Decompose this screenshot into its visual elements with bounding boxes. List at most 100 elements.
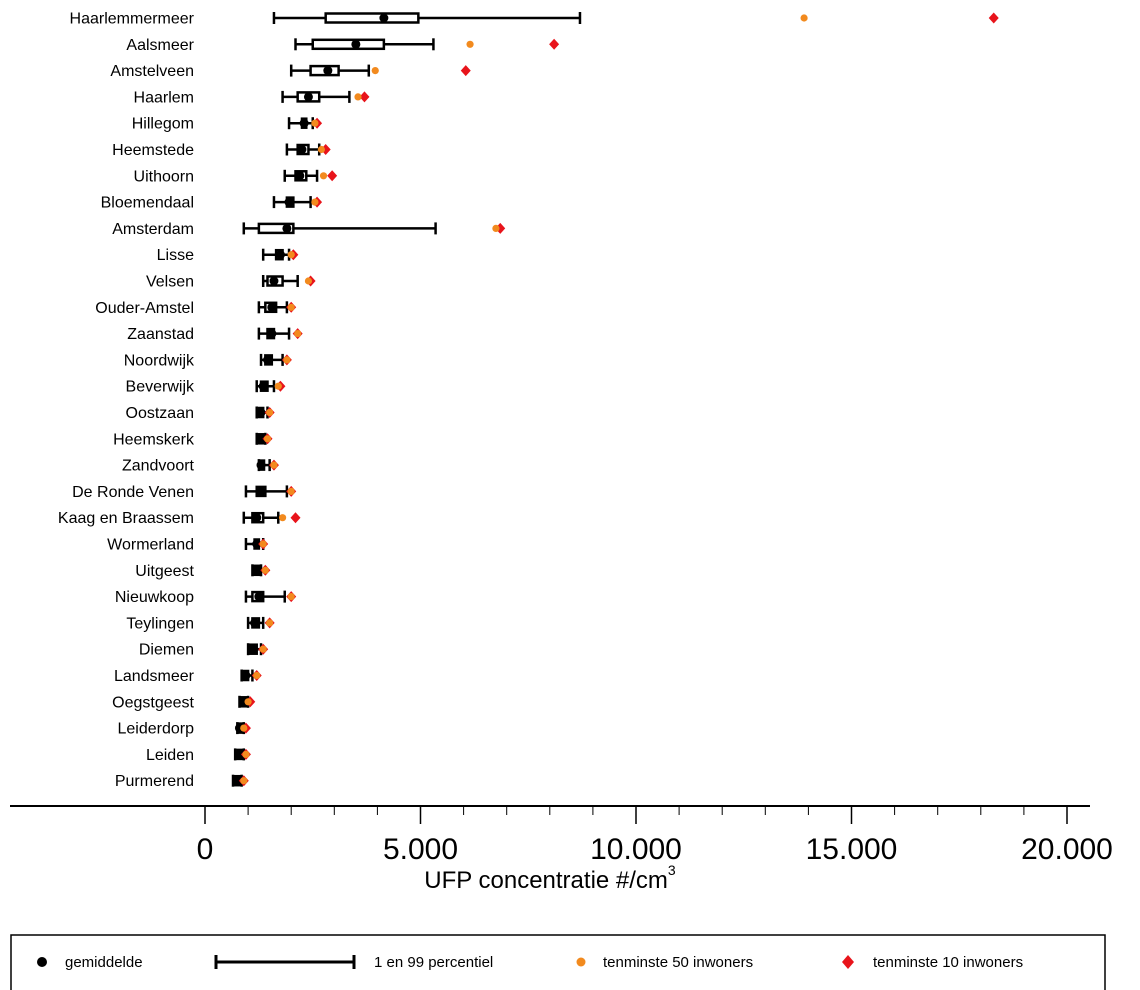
iqr-box <box>311 38 386 51</box>
legend: gemiddelde 1 en 99 percentiel tenminste … <box>10 934 1106 990</box>
min50-point <box>242 750 250 759</box>
category-label: Amstelveen <box>110 63 194 80</box>
mean-point <box>303 92 313 102</box>
category-row <box>242 222 506 235</box>
min50-point <box>259 540 267 548</box>
legend-box <box>10 934 1106 990</box>
chart-marks <box>231 12 999 787</box>
category-label: Lisse <box>157 247 194 264</box>
category-label: Velsen <box>146 274 194 291</box>
category-row <box>240 669 262 682</box>
category-row <box>246 616 275 629</box>
mean-point <box>232 776 242 786</box>
x-axis: 0 5.000 10.000 15.000 20.000 UFP concentrati… <box>10 805 1113 894</box>
category-label: Uithoorn <box>134 168 194 185</box>
category-row <box>231 774 249 787</box>
category-label: Zandvoort <box>122 458 195 475</box>
min50-point <box>270 461 278 469</box>
category-label: Ouder-Amstel <box>95 300 194 317</box>
mean-point <box>256 434 266 444</box>
mean-point <box>267 329 277 339</box>
mean-point <box>323 66 333 76</box>
category-label: Bloemendaal <box>101 195 194 212</box>
category-label: Oegstgeest <box>112 694 194 711</box>
category-label: Haarlem <box>134 89 194 106</box>
min50-point <box>311 198 319 206</box>
min50-point <box>800 14 808 22</box>
min10-point <box>988 12 999 24</box>
category-row <box>281 90 370 103</box>
min50-point <box>287 487 295 495</box>
min50-point <box>253 671 261 680</box>
min50-point <box>266 408 274 417</box>
min50-point <box>354 93 362 101</box>
mean-point <box>297 145 307 154</box>
mean-point <box>256 486 266 496</box>
category-row <box>255 380 286 393</box>
category-label: Kaag en Braassem <box>58 510 194 527</box>
min50-point <box>278 514 287 522</box>
category-label: Leiden <box>146 747 194 764</box>
min50-point <box>274 382 282 390</box>
mean-point <box>256 408 266 417</box>
min50-point <box>283 356 291 364</box>
legend-range-label: 1 en 99 percentiel <box>374 954 493 971</box>
category-row <box>294 38 560 51</box>
category-row <box>244 485 297 498</box>
legend-mean-label: gemiddelde <box>65 954 143 971</box>
category-label: Purmerend <box>115 773 194 790</box>
category-row <box>238 695 256 708</box>
mean-point <box>254 592 264 602</box>
category-label: Amsterdam <box>112 221 194 238</box>
min50-point <box>240 724 248 732</box>
min10-point <box>460 65 471 77</box>
mean-point <box>258 381 268 391</box>
category-row <box>244 538 269 550</box>
category-row <box>259 353 292 366</box>
category-row <box>251 564 271 577</box>
category-row <box>256 459 279 472</box>
category-label: Oostzaan <box>126 405 194 422</box>
category-row <box>257 327 303 340</box>
min50-point <box>287 303 295 311</box>
category-row <box>255 406 275 419</box>
category-labels: Haarlemmermeer Aalsmeer Amstelveen Haarlem H… <box>58 11 195 791</box>
mean-point <box>262 355 272 365</box>
category-row <box>257 301 297 314</box>
mean-point <box>267 302 277 312</box>
category-row <box>246 643 269 656</box>
mean-point <box>295 171 305 181</box>
mean-point <box>299 118 309 128</box>
min50-point <box>317 145 325 154</box>
legend-p10-marker <box>842 955 854 969</box>
category-label: Heemskerk <box>113 431 195 448</box>
category-label: Nieuwkoop <box>115 589 194 606</box>
mean-point <box>275 250 285 260</box>
mean-point <box>269 276 279 286</box>
category-row <box>261 275 316 287</box>
min50-point <box>261 566 269 574</box>
mean-point <box>234 749 244 759</box>
category-row <box>244 590 297 603</box>
category-row <box>261 248 299 261</box>
min50-point <box>371 67 379 75</box>
legend-p10-label: tenminste 10 inwoners <box>873 954 1023 971</box>
category-row <box>255 432 273 445</box>
mean-point <box>241 671 251 680</box>
category-label: Landsmeer <box>114 668 195 685</box>
mean-point <box>247 644 257 654</box>
x-axis-title: UFP concentratie #/cm3 <box>424 862 676 894</box>
mean-point <box>379 13 389 23</box>
x-tick-label: 20.000 <box>1021 833 1113 866</box>
min50-point <box>244 698 252 706</box>
mean-point <box>282 223 292 233</box>
min50-point <box>492 224 500 232</box>
legend-p50-marker <box>576 957 586 967</box>
category-row <box>234 722 251 735</box>
x-tick-label: 10.000 <box>590 833 682 866</box>
category-row <box>287 117 323 130</box>
mean-point <box>250 618 260 628</box>
iqr-box <box>257 222 295 235</box>
category-label: Haarlemmermeer <box>70 11 195 28</box>
